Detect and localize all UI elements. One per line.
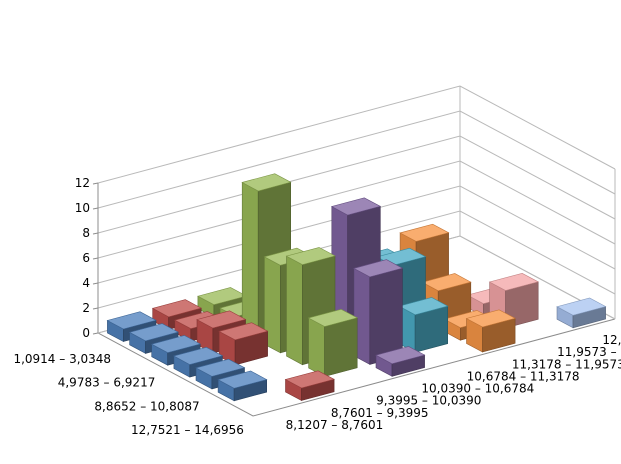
z-tick-mark-4 xyxy=(92,232,99,235)
bar-face-top xyxy=(398,297,449,316)
x-tick-label-1: 4,9783 – 6,9217 xyxy=(58,376,156,390)
bar-face-top xyxy=(488,272,540,291)
bar-face-top xyxy=(399,223,450,242)
z-tick-mark-2 xyxy=(92,282,99,285)
z-tick-label-2: 4 xyxy=(82,276,90,290)
bar-face-top xyxy=(196,310,247,329)
bar-face-top xyxy=(150,335,202,354)
y-tick-label-7: 12,5967 – 13,2361 xyxy=(602,333,621,347)
y-tick-label-4: 10,6784 – 11,3178 xyxy=(467,369,580,383)
y-tick-label-3: 10,0390 – 10,6784 xyxy=(421,382,534,396)
bar-face-side xyxy=(324,317,358,377)
bar-face-top xyxy=(421,273,472,292)
x-axis-ticks: 1,0914 – 3,0348 4,9783 – 6,9217 8,8652 – 1… xyxy=(13,352,243,437)
bar-face-top xyxy=(151,299,203,318)
z-tick-mark-1 xyxy=(92,307,99,310)
x-tick-label-2: 8,8652 – 10,8087 xyxy=(94,399,199,413)
z-tick-mark-5 xyxy=(92,207,99,210)
z-tick-label-6: 12 xyxy=(75,176,90,190)
gridline-6 xyxy=(97,85,616,184)
bar-s3-c6 xyxy=(375,346,426,377)
y-tick-label-2: 9,3995 – 10,0390 xyxy=(376,394,481,408)
bar-s7-c6 xyxy=(556,297,607,329)
z-tick-label-5: 10 xyxy=(75,201,90,215)
z-axis-ticks: 0 2 4 6 8 10 12 xyxy=(75,176,90,340)
chart-walls xyxy=(92,85,616,417)
x-tick-label-3: 12,7521 – 14,6956 xyxy=(131,423,244,437)
bars xyxy=(106,173,607,402)
bar-face-top xyxy=(285,247,336,266)
z-tick-mark-0 xyxy=(92,332,99,335)
bar-face-top xyxy=(195,358,246,377)
bar-face-top xyxy=(556,297,607,316)
bar-s5-c6 xyxy=(465,309,516,353)
z-tick-label-4: 8 xyxy=(82,226,90,240)
y-tick-label-6: 11,9573 – 12,5967 xyxy=(557,345,621,359)
bar-face-top xyxy=(330,197,382,216)
bar-face-top xyxy=(218,322,269,341)
bar-face-top xyxy=(465,309,516,328)
z-tick-mark-3 xyxy=(92,257,99,260)
bar-s0-c5 xyxy=(217,370,268,402)
bar-face-front xyxy=(308,317,325,377)
z-tick-label-3: 6 xyxy=(82,251,90,265)
y-tick-label-5: 11,3178 – 11,9573 xyxy=(512,357,621,371)
bar-s4-c5 xyxy=(398,297,449,353)
bar-face-top xyxy=(173,346,224,365)
bar-face-top xyxy=(284,370,335,389)
bar-face-top xyxy=(307,308,359,327)
x-tick-label-0: 1,0914 – 3,0348 xyxy=(13,352,111,366)
bar-face-front xyxy=(286,255,303,366)
bar-face-top xyxy=(241,173,292,192)
bar-face-top xyxy=(353,259,404,278)
bar-s2-c5 xyxy=(307,308,359,377)
y-tick-label-0: 8,1207 – 8,7601 xyxy=(286,418,384,432)
z-tick-mark-6 xyxy=(92,182,99,185)
bar-face-top xyxy=(128,323,179,342)
bar-s1-c6 xyxy=(284,370,335,401)
bar-face-front xyxy=(241,181,259,342)
y-tick-label-1: 8,7601 – 9,3995 xyxy=(331,406,429,420)
z-tick-label-0: 0 xyxy=(82,326,90,340)
gridline-5 xyxy=(97,110,616,209)
z-tick-label-1: 2 xyxy=(82,301,90,315)
bar-s3-c5 xyxy=(353,259,404,365)
bar-face-top xyxy=(217,370,268,389)
bar-face-top xyxy=(106,311,157,330)
bar-face-top xyxy=(375,346,426,365)
